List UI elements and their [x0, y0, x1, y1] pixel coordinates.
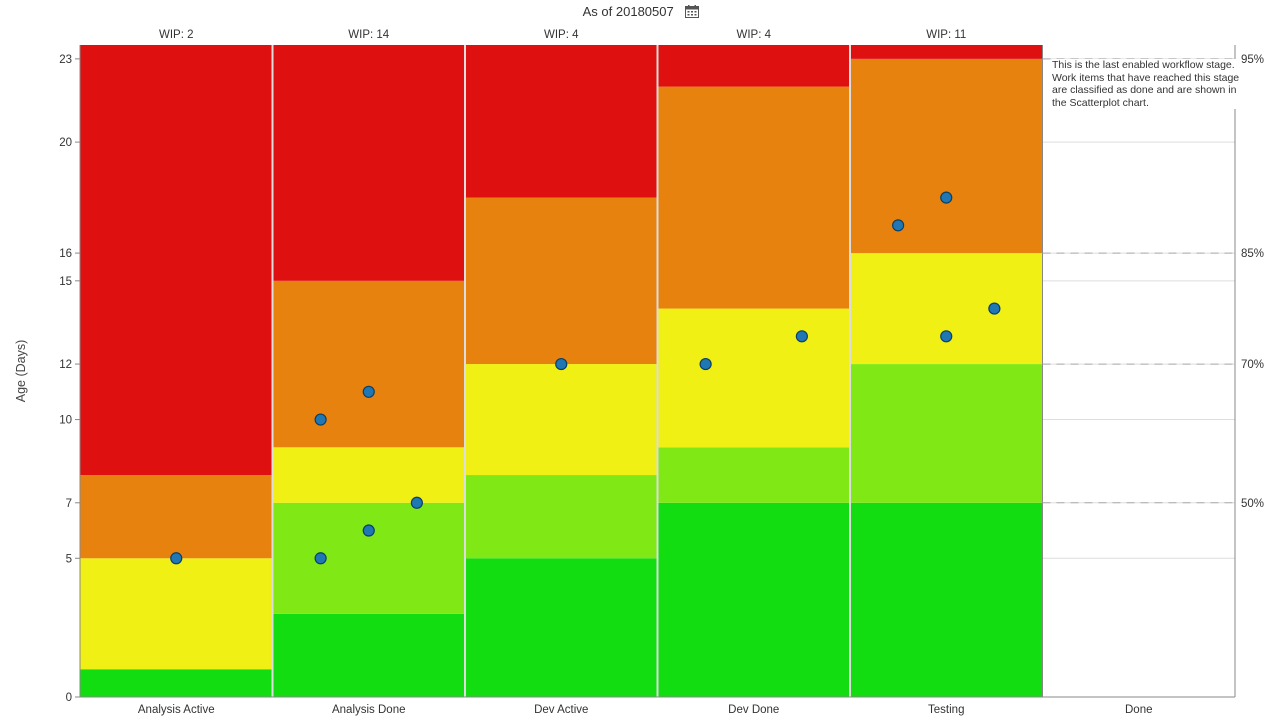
stage-band: [272, 45, 465, 281]
stage-band: [657, 45, 850, 87]
done-stage-note: This is the last enabled workflow stage.…: [1052, 59, 1240, 109]
done-column-gridlines: [1042, 58, 1235, 559]
stage-band: [850, 45, 1043, 59]
stage-bands: [80, 45, 1043, 697]
chart-title-area: As of 20180507: [0, 3, 1282, 19]
stage-band: [850, 58, 1043, 254]
calendar-icon[interactable]: [685, 5, 700, 19]
work-item-dot[interactable]: [940, 191, 953, 204]
y-axis-ticks: 0 5 7 10 12 15 16 20 23: [59, 54, 80, 704]
work-item-dot[interactable]: [410, 496, 423, 509]
stage-band: [80, 669, 273, 697]
work-item-dot[interactable]: [314, 552, 327, 565]
percentile-label: 70%: [1241, 359, 1264, 371]
column-separators: [271, 45, 1043, 697]
wip-label: WIP: 2: [159, 29, 194, 41]
percentile-label: 95%: [1241, 54, 1264, 66]
stage-band: [657, 86, 850, 309]
work-item-dot[interactable]: [795, 330, 808, 343]
work-item-dot[interactable]: [892, 219, 905, 232]
y-axis-label: Age (Days): [14, 340, 28, 403]
stage-label: Dev Active: [534, 704, 588, 716]
stage-band: [657, 308, 850, 448]
work-item-dot[interactable]: [940, 330, 953, 343]
stage-band: [272, 280, 465, 448]
stage-band: [272, 502, 465, 614]
stage-band: [465, 558, 658, 697]
work-item-dots: [170, 191, 1001, 565]
stage-band: [272, 447, 465, 503]
stage-band: [272, 613, 465, 697]
y-tick-label: 12: [59, 359, 72, 371]
y-tick-label: 23: [59, 54, 72, 66]
stage-band: [465, 197, 658, 365]
stage-labels: Analysis Active Analysis Done Dev Active De…: [138, 704, 1153, 716]
stage-band: [657, 447, 850, 503]
y-tick-label: 15: [59, 276, 72, 288]
percentile-label: 85%: [1241, 248, 1264, 260]
stage-band: [850, 253, 1043, 365]
stage-label: Dev Done: [728, 704, 779, 716]
work-item-dot[interactable]: [699, 357, 712, 371]
axes: [79, 45, 1236, 698]
stage-band: [465, 475, 658, 559]
work-item-dot[interactable]: [988, 302, 1001, 315]
stage-band: [850, 364, 1043, 503]
stage-band: [465, 45, 658, 198]
wip-label: WIP: 4: [544, 29, 579, 41]
y-tick-label: 16: [59, 248, 72, 260]
work-item-dot[interactable]: [555, 357, 568, 371]
stage-label: Analysis Done: [332, 704, 406, 716]
stage-band: [80, 45, 273, 476]
y-tick-label: 5: [66, 553, 72, 565]
stage-band: [850, 502, 1043, 697]
work-item-dot[interactable]: [362, 385, 375, 398]
y-tick-label: 0: [66, 692, 72, 704]
percentile-labels: 50% 70% 85% 95%: [1042, 54, 1264, 510]
stage-label: Analysis Active: [138, 704, 215, 716]
percentile-label: 50%: [1241, 498, 1264, 510]
stage-label: Done: [1125, 704, 1153, 716]
work-item-dot[interactable]: [170, 552, 183, 565]
wip-labels: WIP: 2 WIP: 14 WIP: 4 WIP: 4 WIP: 11: [159, 29, 966, 41]
stage-band: [80, 558, 273, 670]
work-item-dot[interactable]: [362, 524, 375, 537]
stage-band: [657, 502, 850, 697]
y-tick-label: 20: [59, 137, 72, 149]
chart-title: As of 20180507: [582, 4, 674, 20]
y-tick-label: 7: [66, 498, 72, 510]
wip-label: WIP: 4: [736, 29, 771, 41]
wip-label: WIP: 11: [926, 29, 966, 41]
wip-label: WIP: 14: [348, 29, 390, 41]
stage-label: Testing: [928, 704, 964, 716]
stage-band: [80, 475, 273, 559]
stage-band: [465, 364, 658, 476]
work-item-dot[interactable]: [314, 413, 327, 426]
y-tick-label: 10: [59, 415, 72, 427]
